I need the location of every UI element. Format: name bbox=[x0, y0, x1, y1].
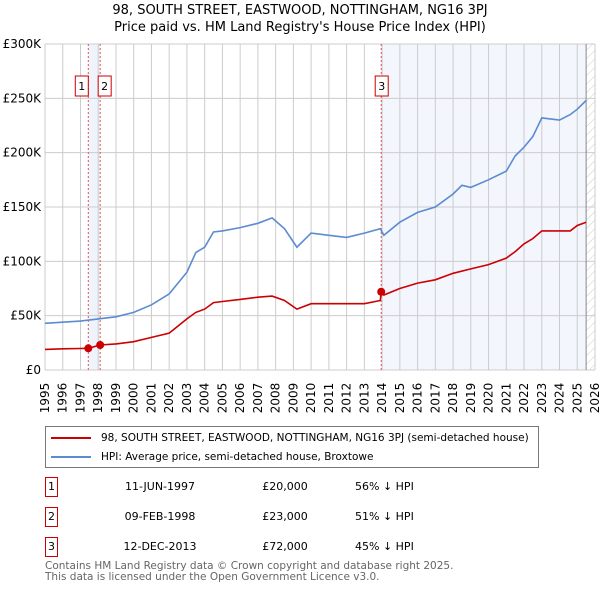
x-tick-label: 2003 bbox=[180, 383, 194, 414]
sale-point bbox=[84, 344, 93, 353]
sale-price: £20,000 bbox=[262, 480, 308, 493]
footer-licence: This data is licensed under the Open Gov… bbox=[45, 571, 380, 583]
x-tick-label: 1997 bbox=[73, 383, 87, 414]
x-tick-label: 2017 bbox=[428, 383, 442, 414]
sale-label-box bbox=[374, 75, 389, 97]
sale-hpi-diff: 56% ↓ HPI bbox=[355, 480, 414, 493]
x-tick-label: 2009 bbox=[286, 383, 300, 414]
x-tick-label: 2012 bbox=[340, 383, 354, 414]
x-tick-label: 2000 bbox=[127, 383, 141, 414]
sale-price: £23,000 bbox=[262, 510, 308, 523]
footer-copyright: Contains HM Land Registry data © Crown c… bbox=[45, 560, 454, 572]
sale-label: 1 bbox=[78, 80, 85, 93]
sale-marker-box: 2 bbox=[45, 507, 58, 527]
x-tick-label: 1995 bbox=[38, 383, 52, 414]
x-tick-label: 2019 bbox=[464, 383, 478, 414]
y-tick-label: £250K bbox=[3, 91, 43, 105]
chart-subtitle: Price paid vs. HM Land Registry's House … bbox=[114, 20, 486, 35]
plot-area: 1995 1996 1997 1998 1999 2000 2001 2002 2003 2004… bbox=[3, 37, 600, 414]
legend-swatch-property bbox=[51, 437, 91, 439]
y-tick-label: £50K bbox=[10, 309, 42, 323]
chart-title: 98, SOUTH STREET, EASTWOOD, NOTTINGHAM, … bbox=[112, 3, 488, 18]
sale-date: 09-FEB-1998 bbox=[124, 510, 196, 523]
y-tick-label: £0 bbox=[26, 363, 41, 377]
y-tick-label: £150K bbox=[3, 200, 43, 214]
sale-label-box bbox=[97, 75, 112, 97]
sale-point bbox=[96, 341, 105, 350]
sale-label: 3 bbox=[378, 80, 385, 93]
x-tick-label: 2008 bbox=[269, 383, 283, 414]
x-tick-label: 1998 bbox=[91, 383, 105, 414]
sale-label-box bbox=[74, 75, 89, 97]
x-tick-label: 2004 bbox=[198, 383, 212, 414]
series-line bbox=[44, 99, 587, 325]
x-tick-label: 2015 bbox=[393, 383, 407, 414]
x-tick-label: 2013 bbox=[357, 383, 371, 414]
legend: 98, SOUTH STREET, EASTWOOD, NOTTINGHAM, … bbox=[45, 426, 539, 468]
x-tick-label: 2020 bbox=[482, 383, 496, 414]
sale-hpi-diff: 45% ↓ HPI bbox=[355, 540, 414, 553]
x-tick-label: 2025 bbox=[570, 383, 584, 414]
x-tick-label: 2021 bbox=[499, 383, 513, 414]
sale-point bbox=[377, 287, 386, 296]
x-tick-label: 1996 bbox=[56, 383, 70, 414]
legend-label-hpi: HPI: Average price, semi-detached house,… bbox=[101, 451, 374, 463]
x-tick-label: 2010 bbox=[304, 383, 318, 414]
x-tick-label: 2026 bbox=[588, 383, 600, 414]
x-tick-label: 2023 bbox=[535, 383, 549, 414]
sale-date: 11-JUN-1997 bbox=[124, 480, 196, 493]
x-tick-label: 2002 bbox=[162, 383, 176, 414]
x-tick-label: 2005 bbox=[215, 383, 229, 414]
sale-price: £72,000 bbox=[262, 540, 308, 553]
y-tick-label: £300K bbox=[3, 37, 43, 51]
sale-date: 12-DEC-2013 bbox=[123, 540, 197, 553]
y-tick-label: £100K bbox=[3, 254, 43, 268]
x-tick-label: 2018 bbox=[446, 383, 460, 414]
x-tick-label: 2006 bbox=[233, 383, 247, 414]
legend-label-property: 98, SOUTH STREET, EASTWOOD, NOTTINGHAM, … bbox=[101, 432, 529, 444]
x-tick-label: 2024 bbox=[553, 383, 567, 414]
legend-swatch-hpi bbox=[51, 456, 91, 458]
sale-marker-box: 3 bbox=[45, 537, 58, 557]
x-tick-label: 2001 bbox=[144, 383, 158, 414]
x-tick-label: 1999 bbox=[109, 383, 123, 414]
sale-label: 2 bbox=[101, 80, 108, 93]
x-tick-label: 2022 bbox=[517, 383, 531, 414]
x-tick-label: 2014 bbox=[375, 383, 389, 414]
series-line bbox=[44, 221, 587, 351]
y-tick-label: £200K bbox=[3, 146, 43, 160]
sale-hpi-diff: 51% ↓ HPI bbox=[355, 510, 414, 523]
x-tick-label: 2016 bbox=[411, 383, 425, 414]
x-tick-label: 2011 bbox=[322, 383, 336, 414]
sale-marker-box: 1 bbox=[45, 477, 58, 497]
x-tick-label: 2007 bbox=[251, 383, 265, 414]
